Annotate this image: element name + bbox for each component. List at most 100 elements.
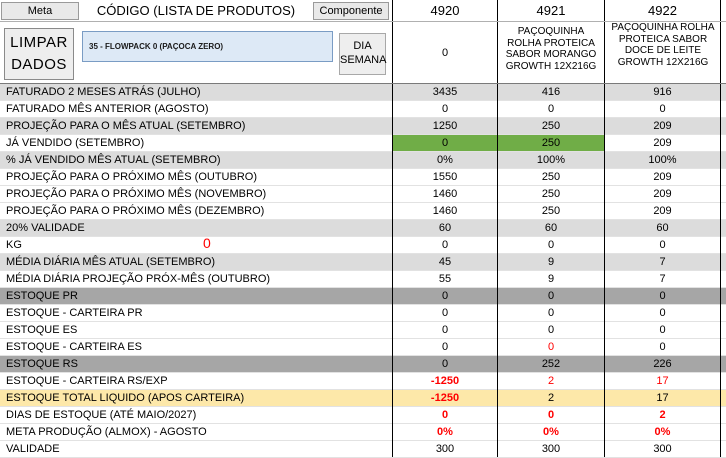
table-cell[interactable]: 2 <box>547 392 555 404</box>
row-label: ESTOQUE - CARTEIRA PR <box>6 307 143 319</box>
grid-divider <box>604 0 605 457</box>
header-area: Meta CÓDIGO (LISTA DE PRODUTOS) Componen… <box>0 0 726 84</box>
table-cell[interactable]: 55 <box>438 273 452 285</box>
component-button[interactable]: Componente <box>313 2 389 20</box>
table-row: META PRODUÇÃO (ALMOX) - AGOSTO 0% 0% 0% <box>0 424 726 441</box>
table-cell[interactable]: 0 <box>547 103 555 115</box>
table-cell[interactable]: 1460 <box>432 188 458 200</box>
table-cell[interactable]: 0 <box>547 409 555 421</box>
table-row: FATURADO 2 MESES ATRÁS (JULHO) 3435 416 916 <box>0 84 726 101</box>
table-row: PROJEÇÃO PARA O PRÓXIMO MÊS (NOVEMBRO) 14… <box>0 186 726 203</box>
row-label: FATURADO 2 MESES ATRÁS (JULHO) <box>6 86 201 98</box>
product-select-input[interactable]: 35 - FLOWPACK 0 (PAÇOCA ZERO) <box>82 31 333 62</box>
table-cell[interactable]: 0 <box>441 290 449 302</box>
table-cell[interactable]: 0 <box>441 239 449 251</box>
table-cell[interactable]: -1250 <box>430 392 460 404</box>
clear-data-button[interactable]: LIMPAR DADOS <box>4 28 74 80</box>
row-label: PROJEÇÃO PARA O PRÓXIMO MÊS (NOVEMBRO) <box>6 188 267 200</box>
table-cell[interactable]: 226 <box>653 358 672 370</box>
table-cell[interactable]: 60 <box>656 222 669 234</box>
table-cell[interactable]: 250 <box>541 171 561 183</box>
table-cell[interactable]: 916 <box>653 86 672 98</box>
table-cell[interactable]: -1250 <box>430 375 460 387</box>
table-cell[interactable]: 300 <box>653 443 672 455</box>
table-cell[interactable]: 0 <box>547 341 555 353</box>
table-cell[interactable]: 7 <box>659 256 666 268</box>
table-cell[interactable]: 0 <box>547 307 555 319</box>
table-cell[interactable]: 416 <box>541 86 561 98</box>
table-cell[interactable]: 250 <box>541 205 561 217</box>
table-cell[interactable]: 252 <box>541 358 561 370</box>
table-cell[interactable]: 0% <box>654 426 671 438</box>
table-cell[interactable]: 60 <box>544 222 558 234</box>
row-label: ESTOQUE RS <box>6 358 78 370</box>
table-cell[interactable]: 60 <box>438 222 452 234</box>
table-cell[interactable]: 0 <box>441 409 449 421</box>
table-cell[interactable]: 9 <box>547 273 555 285</box>
table-cell[interactable]: 0% <box>543 426 559 438</box>
table-cell[interactable]: 100% <box>648 154 677 166</box>
product-name-2: PAÇOQUINHA ROLHA PROTEICA SABOR MORANGO … <box>505 26 597 72</box>
table-cell[interactable]: 209 <box>653 120 672 132</box>
table-row: ESTOQUE PR 0 0 0 <box>0 288 726 305</box>
row-label: VALIDADE <box>6 443 60 455</box>
table-cell[interactable]: 0 <box>441 307 449 319</box>
table-cell[interactable]: 0 <box>659 341 666 353</box>
table-cell[interactable]: 0 <box>659 324 666 336</box>
table-cell[interactable]: 300 <box>541 443 561 455</box>
table-cell[interactable]: 45 <box>438 256 452 268</box>
product-name-3: PAÇOQUINHA ROLHA PROTEICA SABOR DOCE DE … <box>611 22 715 68</box>
row-label: ESTOQUE - CARTEIRA ES <box>6 341 142 353</box>
row-label: PROJEÇÃO PARA O PRÓXIMO MÊS (OUTUBRO) <box>6 171 257 183</box>
table-cell[interactable]: 0 <box>393 135 497 151</box>
table-cell[interactable]: 1460 <box>432 205 458 217</box>
table-cell[interactable]: 0 <box>659 239 666 251</box>
header-divider <box>0 21 726 22</box>
table-cell[interactable]: 250 <box>498 135 604 151</box>
table-row: FATURADO MÊS ANTERIOR (AGOSTO) 0 0 0 <box>0 101 726 118</box>
table-cell[interactable]: 2 <box>659 409 666 421</box>
table-row: KG 0 0 0 0 <box>0 235 726 254</box>
table-cell[interactable]: 2 <box>547 375 555 387</box>
table-cell[interactable]: 250 <box>541 188 561 200</box>
table-cell[interactable]: 0 <box>441 341 449 353</box>
table-cell[interactable]: 0 <box>547 324 555 336</box>
meta-button[interactable]: Meta <box>1 2 79 20</box>
table-cell[interactable]: 0% <box>437 154 453 166</box>
table-row: VALIDADE 300 300 300 <box>0 441 726 458</box>
table-cell[interactable]: 1250 <box>432 120 458 132</box>
table-cell[interactable]: 17 <box>656 392 669 404</box>
table-row: MÉDIA DIÁRIA PROJEÇÃO PRÓX-MÊS (OUTUBRO)… <box>0 271 726 288</box>
row-label: META PRODUÇÃO (ALMOX) - AGOSTO <box>6 426 207 438</box>
table-cell[interactable]: 0 <box>659 290 666 302</box>
table-cell[interactable]: 209 <box>653 137 672 149</box>
table-cell[interactable]: 209 <box>653 205 672 217</box>
table-cell[interactable]: 9 <box>547 256 555 268</box>
row-label: FATURADO MÊS ANTERIOR (AGOSTO) <box>6 103 209 115</box>
table-row: PROJEÇÃO PARA O PRÓXIMO MÊS (DEZEMBRO) 14… <box>0 203 726 220</box>
table-cell[interactable]: 7 <box>659 273 666 285</box>
clear-data-label-2: DADOS <box>11 56 67 73</box>
table-cell[interactable]: 1550 <box>432 171 458 183</box>
row-label: % JÁ VENDIDO MÊS ATUAL (SETEMBRO) <box>6 154 221 166</box>
table-cell[interactable]: 17 <box>656 375 669 387</box>
table-cell[interactable]: 3435 <box>432 86 458 98</box>
table-cell[interactable]: 0% <box>437 426 453 438</box>
table-cell[interactable]: 0 <box>547 290 555 302</box>
table-cell[interactable]: 300 <box>435 443 455 455</box>
row-label: ESTOQUE TOTAL LIQUIDO (APOS CARTEIRA) <box>6 392 245 404</box>
table-cell[interactable]: 209 <box>653 171 672 183</box>
table-cell[interactable]: 250 <box>541 120 561 132</box>
table-cell[interactable]: 0 <box>441 358 449 370</box>
row-label: KG <box>6 239 22 251</box>
table-cell[interactable]: 0 <box>441 103 449 115</box>
table-cell[interactable]: 0 <box>441 324 449 336</box>
table-cell[interactable]: 209 <box>653 188 672 200</box>
table-cell[interactable]: 0 <box>547 239 555 251</box>
row-label: ESTOQUE - CARTEIRA RS/EXP <box>6 375 168 387</box>
table-row: ESTOQUE ES 0 0 0 <box>0 322 726 339</box>
table-cell[interactable]: 100% <box>536 154 566 166</box>
table-cell[interactable]: 0 <box>659 307 666 319</box>
table-cell[interactable]: 0 <box>659 103 666 115</box>
day-week-button[interactable]: DIA SEMANA <box>339 33 386 75</box>
